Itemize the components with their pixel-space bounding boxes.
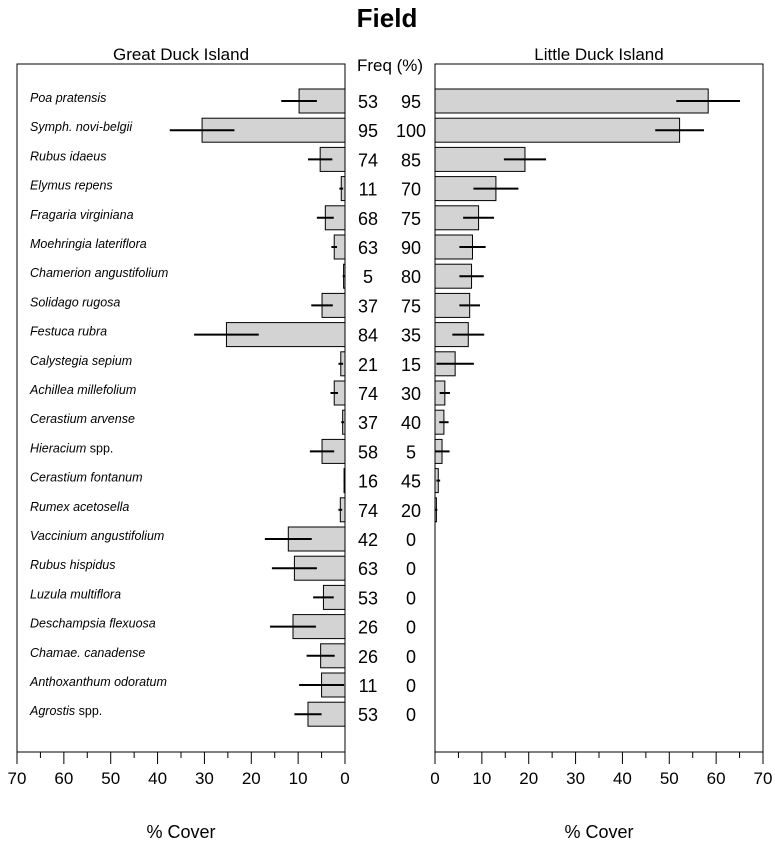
freq-left: 84 bbox=[358, 326, 378, 346]
freq-left: 68 bbox=[358, 209, 378, 229]
freq-right: 0 bbox=[406, 618, 416, 638]
species-label: Symph. novi-belgii bbox=[30, 120, 133, 134]
freq-left: 11 bbox=[359, 676, 378, 696]
right-tick-label: 40 bbox=[613, 769, 632, 788]
left-tick-label: 30 bbox=[195, 769, 214, 788]
freq-right: 85 bbox=[401, 150, 421, 170]
species-label: Achillea millefolium bbox=[29, 383, 136, 397]
freq-left: 26 bbox=[358, 618, 378, 638]
freq-right: 80 bbox=[401, 267, 421, 287]
right-bar bbox=[434, 88, 709, 114]
species-label-spp: spp. bbox=[79, 704, 103, 718]
freq-right: 15 bbox=[401, 355, 421, 375]
freq-left: 37 bbox=[358, 413, 378, 433]
species-label: Chamae. canadense bbox=[30, 646, 145, 660]
freq-right: 90 bbox=[401, 238, 421, 258]
freq-right: 45 bbox=[401, 472, 421, 492]
freq-right: 40 bbox=[401, 413, 421, 433]
freq-right: 0 bbox=[406, 559, 416, 579]
species-label: Moehringia lateriflora bbox=[30, 237, 147, 251]
right-tick-label: 60 bbox=[707, 769, 726, 788]
freq-left: 74 bbox=[358, 150, 378, 170]
species-label: Hieracium spp. bbox=[30, 441, 113, 455]
freq-right: 0 bbox=[406, 530, 416, 550]
freq-right: 100 bbox=[396, 121, 426, 141]
right-bar bbox=[434, 205, 480, 231]
freq-left: 37 bbox=[358, 296, 378, 316]
species-label: Calystegia sepium bbox=[30, 354, 132, 368]
freq-right: 0 bbox=[406, 676, 416, 696]
species-label: Luzula multiflora bbox=[30, 587, 121, 601]
species-label: Solidago rugosa bbox=[30, 295, 120, 309]
right-tick-label: 30 bbox=[566, 769, 585, 788]
species-label: Poa pratensis bbox=[30, 91, 106, 105]
freq-left: 74 bbox=[358, 501, 378, 521]
freq-right: 75 bbox=[401, 209, 421, 229]
species-label: Rubus hispidus bbox=[30, 558, 115, 572]
freq-left: 63 bbox=[358, 559, 378, 579]
species-label-spp: spp. bbox=[90, 441, 114, 455]
left-tick-label: 60 bbox=[54, 769, 73, 788]
freq-right: 35 bbox=[401, 326, 421, 346]
freq-left: 16 bbox=[358, 472, 378, 492]
freq-left: 53 bbox=[358, 92, 378, 112]
freq-right: 70 bbox=[401, 180, 421, 200]
species-label: Chamerion angustifolium bbox=[30, 266, 168, 280]
right-panel-title: Little Duck Island bbox=[534, 45, 663, 64]
left-bar bbox=[201, 117, 346, 143]
freq-right: 30 bbox=[401, 384, 421, 404]
freq-left: 53 bbox=[358, 588, 378, 608]
chart-title: Field bbox=[357, 3, 418, 33]
left-panel-title: Great Duck Island bbox=[113, 45, 249, 64]
freq-right: 95 bbox=[401, 92, 421, 112]
freq-right: 0 bbox=[406, 588, 416, 608]
left-tick-label: 40 bbox=[148, 769, 167, 788]
species-label: Festuca rubra bbox=[30, 325, 107, 339]
freq-left: 42 bbox=[358, 530, 378, 550]
freq-header: Freq (%) bbox=[357, 56, 423, 75]
species-label: Rubus idaeus bbox=[30, 149, 106, 163]
right-tick-label: 70 bbox=[754, 769, 773, 788]
species-label: Elymus repens bbox=[30, 179, 113, 193]
right-tick-label: 20 bbox=[519, 769, 538, 788]
right-tick-label: 10 bbox=[472, 769, 491, 788]
freq-left: 53 bbox=[358, 705, 378, 725]
freq-right: 0 bbox=[406, 705, 416, 725]
left-tick-label: 20 bbox=[242, 769, 261, 788]
freq-right: 5 bbox=[406, 442, 416, 462]
species-label: Fragaria virginiana bbox=[30, 208, 134, 222]
left-tick-label: 10 bbox=[289, 769, 308, 788]
left-tick-label: 70 bbox=[8, 769, 27, 788]
freq-left: 63 bbox=[358, 238, 378, 258]
freq-left: 26 bbox=[358, 647, 378, 667]
species-label: Anthoxanthum odoratum bbox=[29, 675, 167, 689]
freq-left: 95 bbox=[358, 121, 378, 141]
freq-left: 11 bbox=[359, 180, 378, 200]
species-label: Rumex acetosella bbox=[30, 500, 129, 514]
species-label: Vaccinium angustifolium bbox=[30, 529, 164, 543]
right-tick-label: 0 bbox=[430, 769, 439, 788]
species-label: Deschampsia flexuosa bbox=[30, 617, 156, 631]
species-label: Agrostis spp. bbox=[29, 704, 102, 718]
freq-left: 58 bbox=[358, 442, 378, 462]
species-label: Cerastium fontanum bbox=[30, 471, 143, 485]
left-tick-label: 50 bbox=[101, 769, 120, 788]
left-x-axis-label: % Cover bbox=[146, 822, 215, 842]
freq-right: 0 bbox=[406, 647, 416, 667]
freq-left: 5 bbox=[363, 267, 373, 287]
species-label: Cerastium arvense bbox=[30, 412, 135, 426]
freq-right: 20 bbox=[401, 501, 421, 521]
freq-right: 75 bbox=[401, 296, 421, 316]
right-x-axis-label: % Cover bbox=[564, 822, 633, 842]
left-tick-label: 0 bbox=[340, 769, 349, 788]
right-bar bbox=[434, 117, 681, 143]
freq-left: 21 bbox=[358, 355, 378, 375]
freq-left: 74 bbox=[358, 384, 378, 404]
right-tick-label: 50 bbox=[660, 769, 679, 788]
